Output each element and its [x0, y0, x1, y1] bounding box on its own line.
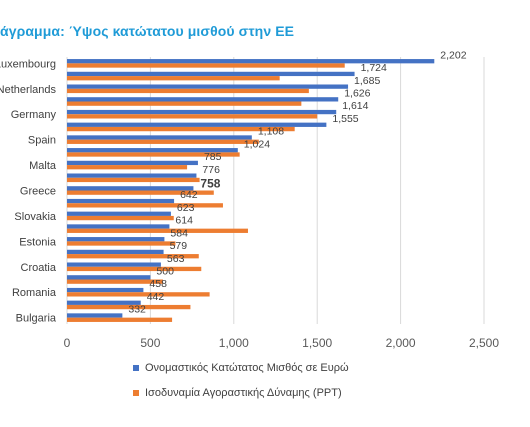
legend-swatch-1 — [133, 390, 139, 396]
x-tick-label-2: 1,000 — [219, 336, 249, 350]
bar-series1-20 — [67, 313, 123, 318]
bar-series1-16 — [67, 262, 161, 267]
bar-series2-14 — [67, 241, 176, 246]
data-label-10: 758 — [200, 177, 220, 191]
bar-series2-5 — [67, 126, 295, 132]
bar-series2-2 — [67, 88, 309, 94]
category-label-10: Greece — [20, 186, 56, 198]
bar-series2-15 — [67, 254, 199, 259]
x-tick-label-0: 0 — [64, 336, 71, 350]
legend-label-0: Ονομαστικός Κατώτατος Μισθός σε Ευρώ — [145, 362, 349, 374]
data-label-16: 563 — [167, 253, 185, 265]
bar-series2-4 — [67, 114, 318, 119]
x-tick-label-1: 500 — [140, 336, 160, 350]
data-label-9: 776 — [202, 164, 220, 176]
data-label-6: 1,108 — [258, 126, 284, 138]
bar-series1-8 — [67, 160, 198, 166]
legend-swatch-0 — [133, 365, 139, 371]
bar-series1-4 — [67, 109, 337, 115]
bar-series2-7 — [67, 152, 240, 157]
data-label-17: 500 — [156, 266, 174, 278]
bar-series1-3 — [67, 97, 339, 102]
bar-series1-13 — [67, 224, 170, 229]
bar-series2-20 — [67, 317, 173, 322]
category-label-4: Germany — [11, 109, 57, 121]
data-label-3: 1,626 — [344, 88, 370, 100]
bar-series2-8 — [67, 165, 188, 170]
bar-series1-1 — [67, 71, 355, 77]
bar-series1-18 — [67, 287, 144, 293]
bar-series2-1 — [67, 76, 280, 81]
chart-title: άγραμμα: Ύψος κατώτατου μισθού στην ΕΕ — [0, 23, 295, 39]
x-tick-label-3: 1,500 — [302, 336, 332, 350]
bar-series2-18 — [67, 292, 210, 297]
bar-series2-19 — [67, 304, 191, 310]
bar-series1-15 — [67, 249, 164, 255]
bar-series1-2 — [67, 84, 349, 89]
bar-series2-0 — [67, 63, 345, 68]
category-labels: Luxembourg Netherlands Germany Spain Malta Gr… — [0, 58, 57, 324]
bar-series1-19 — [67, 300, 141, 305]
category-label-6: Spain — [28, 135, 56, 147]
data-label-11: 642 — [180, 189, 198, 201]
x-tick-label-5: 2,500 — [469, 336, 499, 350]
legend: Ονομαστικός Κατώτατος Μισθός σε Ευρώ Ισοδ… — [133, 362, 349, 399]
bar-series1-6 — [67, 135, 252, 140]
data-label-4: 1,614 — [342, 100, 368, 112]
bar-series1-9 — [67, 173, 197, 178]
bar-series2-13 — [67, 228, 248, 233]
data-label-7: 1,024 — [244, 138, 270, 150]
bar-series2-3 — [67, 101, 302, 106]
bar-series1-11 — [67, 198, 175, 204]
category-label-0: Luxembourg — [0, 58, 56, 70]
category-label-20: Bulgaria — [16, 313, 57, 325]
data-label-15: 579 — [170, 240, 188, 252]
bar-series2-16 — [67, 266, 202, 272]
bar-series1-17 — [67, 275, 151, 280]
bar-series2-9 — [67, 177, 200, 183]
bar-series1-10 — [67, 186, 194, 191]
data-label-14: 584 — [170, 227, 188, 239]
bar-series2-10 — [67, 190, 214, 195]
bar-series1-0 — [67, 59, 435, 64]
bar-series1-7 — [67, 148, 238, 153]
data-label-5: 1,555 — [332, 113, 358, 125]
bar-series2-17 — [67, 279, 163, 284]
x-tick-label-4: 2,000 — [386, 336, 416, 350]
data-label-19: 442 — [147, 291, 165, 303]
category-label-12: Slovakia — [14, 211, 56, 223]
data-label-20: 332 — [128, 304, 146, 316]
bar-series1-12 — [67, 211, 171, 216]
legend-label-1: Ισοδυναμία Αγοραστικής Δύναμης (PPT) — [145, 387, 342, 399]
bar-series1-14 — [67, 237, 165, 242]
bar-series2-12 — [67, 215, 174, 221]
data-label-18: 458 — [149, 278, 167, 290]
data-label-0: 2,202 — [440, 49, 466, 61]
bar-series2-6 — [67, 139, 259, 144]
bar-series2-11 — [67, 203, 223, 208]
category-label-14: Estonia — [19, 236, 57, 248]
category-label-2: Netherlands — [0, 84, 56, 96]
data-label-8: 785 — [204, 151, 222, 163]
category-label-8: Malta — [29, 160, 57, 172]
x-axis-ticks: 0 500 1,000 1,500 2,000 2,500 — [64, 336, 500, 350]
data-label-2: 1,685 — [354, 75, 380, 87]
data-label-1: 1,724 — [361, 62, 387, 74]
data-label-13: 614 — [175, 215, 193, 227]
category-label-18: Romania — [12, 287, 57, 299]
bars — [67, 59, 435, 322]
data-label-12: 623 — [177, 202, 195, 214]
bar-series1-5 — [67, 122, 327, 127]
category-label-16: Croatia — [21, 262, 57, 274]
